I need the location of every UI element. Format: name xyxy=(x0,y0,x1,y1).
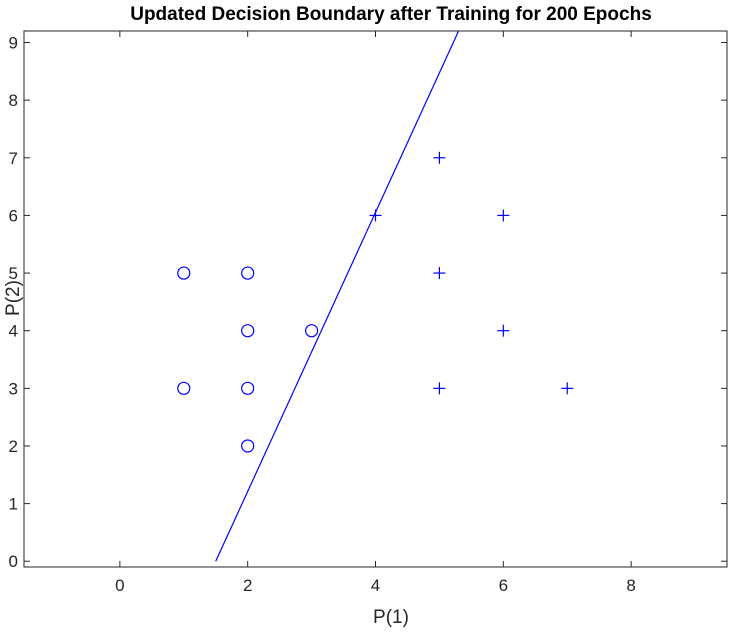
data-points-layer xyxy=(177,151,574,453)
decision-boundary-layer xyxy=(215,30,460,562)
x-tick-label: 6 xyxy=(499,576,508,595)
plus-point xyxy=(433,267,446,280)
y-tick-label: 8 xyxy=(9,91,18,110)
y-tick-label: 4 xyxy=(9,322,18,341)
circle-point xyxy=(304,324,319,338)
plus-point xyxy=(561,382,574,395)
circle-point xyxy=(241,324,255,338)
y-tick-label: 7 xyxy=(9,149,18,168)
circle-point xyxy=(177,381,191,395)
y-axis-ticks: 0 1 2 3 4 5 6 7 8 9 xyxy=(9,34,727,571)
y-tick-label: 2 xyxy=(9,437,18,456)
circle-point xyxy=(241,381,255,395)
circle-point xyxy=(177,266,191,280)
y-tick-label: 3 xyxy=(9,379,18,398)
plus-point xyxy=(433,151,446,164)
plus-point xyxy=(497,324,510,337)
x-tick-label: 8 xyxy=(626,576,635,595)
plot-area-frame xyxy=(23,30,728,568)
x-tick-label: 4 xyxy=(371,576,380,595)
plus-point xyxy=(497,209,510,222)
y-tick-label: 6 xyxy=(9,206,18,225)
plus-point xyxy=(369,209,382,222)
decision-boundary-line xyxy=(215,30,460,562)
x-tick-label: 2 xyxy=(243,576,252,595)
y-tick-label: 1 xyxy=(9,495,18,514)
y-tick-label: 0 xyxy=(9,552,18,571)
plus-point xyxy=(433,382,446,395)
x-tick-label: 0 xyxy=(115,576,124,595)
x-axis-label: P(1) xyxy=(373,607,409,628)
chart-title: Updated Decision Boundary after Training… xyxy=(130,4,652,25)
y-tick-label: 5 xyxy=(9,264,18,283)
y-tick-label: 9 xyxy=(9,34,18,53)
y-axis-label: P(2) xyxy=(3,280,24,316)
circle-point xyxy=(241,266,255,280)
x-axis-ticks: 0 2 4 6 8 xyxy=(115,31,636,595)
circle-point xyxy=(241,439,255,453)
